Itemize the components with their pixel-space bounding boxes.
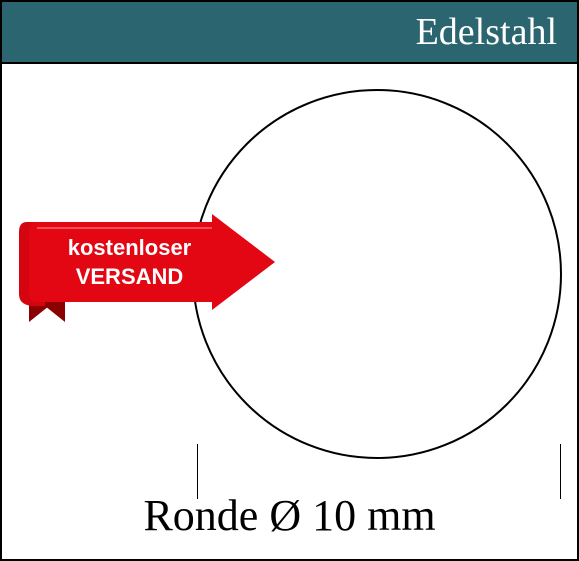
- material-label: Edelstahl: [416, 11, 557, 53]
- shipping-badge: kostenloser VERSAND: [17, 214, 277, 324]
- diagram-area: kostenloser VERSAND: [2, 64, 577, 491]
- badge-line2: VERSAND: [76, 264, 184, 289]
- product-title-text: Ronde Ø 10 mm: [143, 491, 435, 540]
- product-title: Ronde Ø 10 mm: [2, 478, 577, 559]
- badge-line1: kostenloser: [68, 235, 192, 260]
- header-banner: Edelstahl: [2, 2, 577, 64]
- shipping-badge-text: kostenloser VERSAND: [47, 234, 212, 291]
